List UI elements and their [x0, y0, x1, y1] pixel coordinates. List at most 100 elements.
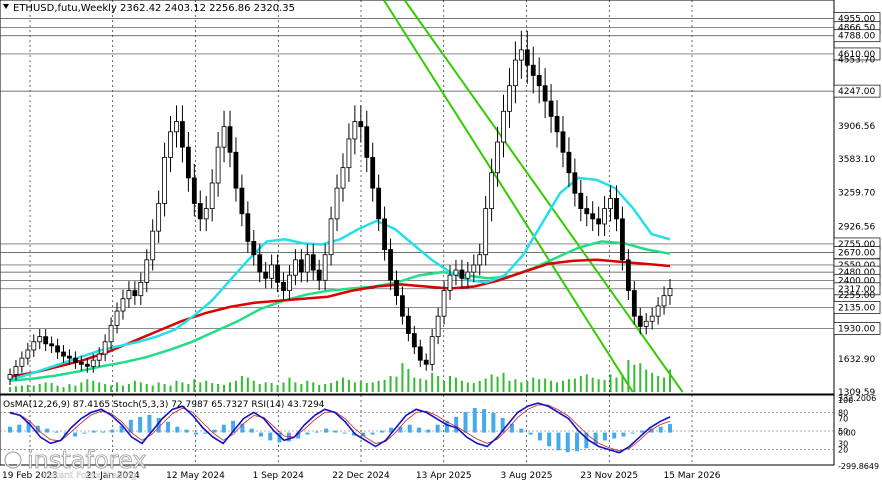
osma-bar: [17, 424, 22, 433]
osma-bar: [547, 432, 552, 447]
ma-fast-line: [9, 176, 671, 381]
y-tick-label: 4247.00: [838, 87, 875, 97]
trend-channel: [382, 0, 684, 393]
candle-body: [388, 249, 393, 281]
y-tick-label: 4955.00: [838, 15, 875, 25]
volume-bar: [365, 383, 368, 392]
volume-bar: [223, 384, 226, 392]
volume-bar: [205, 380, 208, 392]
volume-bar: [127, 384, 130, 392]
osma-bar: [73, 432, 78, 437]
volume-bar: [276, 384, 279, 392]
candle-body: [364, 126, 370, 158]
osma-bar: [491, 412, 496, 433]
candle-body: [269, 264, 275, 279]
y-tick-label: 3583.10: [838, 155, 875, 165]
volume-bar: [145, 384, 148, 392]
osma-bar: [258, 432, 263, 437]
price-level-tag: [833, 84, 881, 98]
candle-body: [637, 315, 643, 327]
candle-body: [596, 218, 602, 225]
osma-bar: [482, 409, 487, 433]
candle-body: [67, 355, 72, 359]
candle-body: [108, 324, 114, 343]
osma-bar: [193, 432, 198, 435]
symbol-title: ETHUSD,futu,Weekly 2362.42 2403.12 2256.…: [13, 3, 295, 14]
candle-body: [441, 290, 447, 317]
y-tick-label: 2480.00: [838, 268, 875, 278]
x-tick-label: 1 Sep 2024: [253, 471, 305, 481]
volume-bar: [324, 384, 327, 392]
x-tick-label: 13 Apr 2025: [416, 471, 472, 481]
candle-body: [655, 305, 661, 317]
candle-body: [536, 75, 542, 87]
symbol-header: ETHUSD,futu,Weekly 2362.42 2403.12 2256.…: [3, 3, 295, 14]
candle-body: [465, 271, 471, 279]
osma-bar: [212, 429, 217, 433]
candle-body: [78, 361, 84, 365]
trend-channel-lower: [382, 0, 634, 393]
indicator-tick-label: -299.8649: [838, 462, 879, 471]
volume-bar: [330, 383, 333, 392]
price-panel[interactable]: [0, 0, 835, 395]
volume-bar: [413, 377, 416, 392]
candle-body: [233, 151, 239, 189]
volume-bar: [520, 382, 523, 392]
volume-bar: [56, 385, 59, 392]
y-tick-label: 4866.50: [838, 24, 875, 34]
volume-bar: [550, 380, 553, 392]
volume-bar: [353, 382, 356, 392]
osma-bar: [296, 432, 301, 439]
candle-body: [542, 85, 548, 102]
volume-bar: [211, 383, 214, 392]
osma-bar: [156, 417, 161, 433]
volume-bar: [585, 374, 588, 392]
y-tick-label: 1309.59: [838, 388, 875, 398]
candle-body: [73, 357, 78, 363]
volume-bar: [121, 385, 124, 392]
candle-body: [316, 269, 322, 281]
volume-bar: [38, 384, 41, 392]
candle-body: [43, 336, 49, 345]
osma-bar: [575, 432, 580, 452]
volume-bar: [615, 377, 618, 392]
osma-bar: [128, 419, 133, 433]
volume-bar: [573, 378, 576, 392]
candle-body: [287, 274, 292, 291]
volume-bar: [561, 380, 564, 392]
osma-bar: [268, 432, 273, 441]
volume-bar: [229, 382, 231, 392]
candle-body: [620, 218, 625, 261]
volume-bar: [401, 363, 404, 392]
volume-bar: [645, 369, 648, 392]
volume-bar: [556, 382, 559, 392]
volume-bar: [163, 384, 166, 392]
watermark-brand: instaforex: [27, 446, 147, 474]
indicator-tick-label: 70: [838, 415, 848, 424]
volume-bar: [104, 384, 107, 392]
candle-body: [483, 208, 489, 256]
osma-bar: [351, 432, 356, 436]
volume-bar: [252, 380, 255, 392]
candle-body: [197, 203, 203, 220]
osma-bar: [528, 432, 533, 435]
volume-bar: [157, 382, 160, 392]
candle-body: [114, 310, 120, 326]
osma-bar: [166, 421, 171, 433]
candle-body: [31, 341, 37, 351]
candle-body: [120, 298, 126, 312]
candle-body: [150, 230, 156, 261]
candle-body: [405, 315, 411, 334]
candle-body: [548, 100, 554, 117]
volume-bar: [508, 380, 511, 392]
osma-bar: [91, 430, 96, 433]
y-tick-label: 4610.00: [838, 50, 875, 60]
volume-bar: [133, 380, 136, 392]
osma-bar: [333, 430, 338, 433]
osma-bar: [26, 421, 31, 433]
volume-bar: [193, 379, 196, 392]
volume-bar: [68, 384, 71, 392]
volume-bar: [478, 380, 481, 392]
